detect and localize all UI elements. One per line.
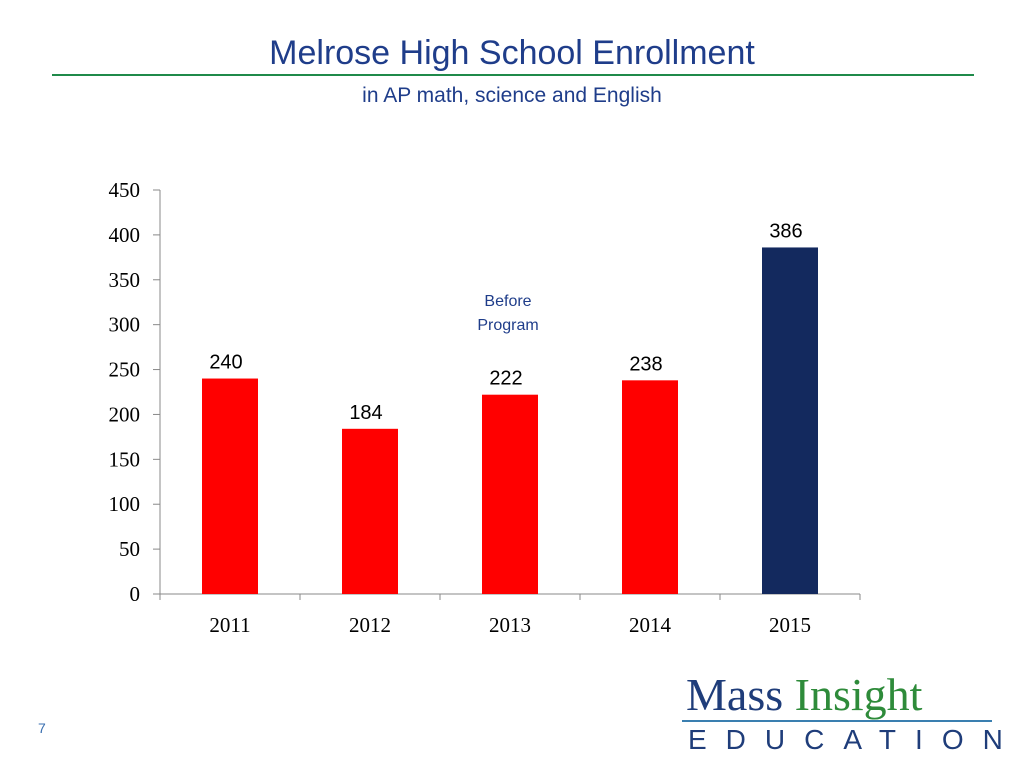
title-divider: [52, 74, 974, 76]
enrollment-bar-chart: 0 50 100 150 200 250 300 350 400 450 2011 240 2012 18…: [109, 178, 861, 637]
y-tick-label: 400: [109, 223, 141, 247]
y-tick-label: 350: [109, 268, 141, 292]
data-label-2012: 184: [349, 402, 382, 424]
logo-divider: [682, 720, 992, 722]
y-tick-label: 150: [109, 447, 141, 471]
data-label-2011: 240: [209, 352, 242, 374]
x-tick-label: 2012: [349, 613, 391, 637]
bar-2012: [342, 428, 398, 594]
y-tick-label: 100: [109, 492, 141, 516]
y-tick-label: 300: [109, 313, 141, 337]
slide-title: Melrose High School Enrollment: [269, 34, 755, 72]
annotation-before-program: Before: [484, 293, 531, 310]
logo-wordmark: Mass Insight: [686, 668, 922, 721]
y-tick-label: 0: [130, 582, 141, 606]
y-tick-label: 450: [109, 178, 141, 202]
x-tick-label: 2014: [629, 613, 672, 637]
data-label-2014: 238: [629, 353, 662, 375]
data-label-2013: 222: [489, 368, 522, 390]
page-number: 7: [38, 720, 46, 736]
y-tick-label: 250: [109, 358, 141, 382]
x-tick-label: 2013: [489, 613, 531, 637]
slide-subtitle: in AP math, science and English: [362, 84, 662, 107]
bar-2013: [482, 394, 538, 594]
bar-2015: [762, 247, 818, 595]
annotation-before-program: Program: [477, 317, 538, 334]
x-tick-label: 2015: [769, 613, 811, 637]
logo-word-mass: Mass: [686, 669, 784, 720]
mass-insight-logo: Mass Insight EDUCATION: [682, 668, 1003, 758]
logo-word-insight: Insight: [794, 669, 923, 720]
y-tick-label: 50: [119, 537, 140, 561]
logo-tagline: EDUCATION: [688, 724, 1022, 755]
bar-2014: [622, 380, 678, 594]
data-label-2015: 386: [769, 220, 802, 242]
bar-2011: [202, 378, 258, 594]
y-tick-label: 200: [109, 402, 141, 426]
x-tick-label: 2011: [209, 613, 250, 637]
